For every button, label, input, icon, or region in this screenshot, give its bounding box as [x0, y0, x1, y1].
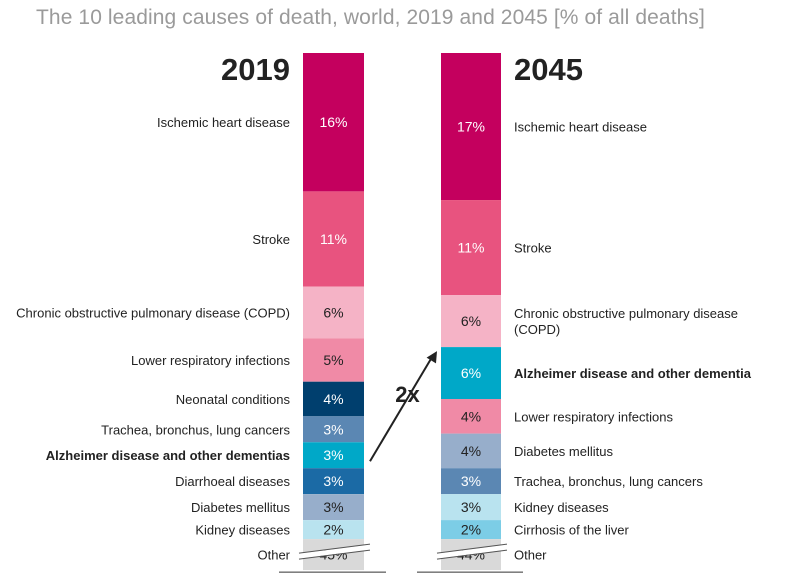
category-label-2019-diarrhoeal-diseases: Diarrhoeal diseases	[175, 474, 290, 489]
bar-segment-2019-diabetes-mellitus	[303, 494, 364, 521]
value-label-2045-lower-respiratory-infections: 4%	[461, 408, 481, 424]
growth-arrow-head	[426, 351, 437, 364]
bar-segment-2019-diarrhoeal-diseases	[303, 468, 364, 495]
category-label-2019-other: Other	[257, 548, 290, 563]
value-label-2019-stroke: 11%	[320, 231, 347, 247]
value-label-2019-diarrhoeal-diseases: 3%	[323, 473, 343, 489]
category-label-2019-kidney-diseases: Kidney diseases	[195, 523, 290, 538]
category-label-2045-cirrhosis-of-the-liver: Cirrhosis of the liver	[514, 523, 630, 538]
value-label-2045-diabetes-mellitus: 4%	[461, 443, 481, 459]
value-label-2045-kidney-diseases: 3%	[461, 499, 481, 515]
category-label-2045-trachea-bronchus-lung-cancers: Trachea, bronchus, lung cancers	[514, 474, 703, 489]
category-label-2045-lower-respiratory-infections: Lower respiratory infections	[514, 409, 673, 424]
bar-segment-2045-trachea-bronchus-lung-cancers	[441, 468, 501, 495]
axis-break-line-2019	[298, 549, 371, 560]
value-label-2045-cirrhosis-of-the-liver: 2%	[461, 522, 481, 538]
bar-segment-2045-cirrhosis-of-the-liver	[441, 520, 501, 540]
bar-segment-2045-alzheimer-disease-and-other-dementia	[441, 347, 501, 399]
bar-segment-2045-kidney-diseases	[441, 494, 501, 521]
category-label-2019-alzheimer-disease-and-other-dementias: Alzheimer disease and other dementias	[46, 448, 290, 463]
axis-break-line-2045	[436, 549, 508, 560]
category-label-2019-ischemic-heart-disease: Ischemic heart disease	[157, 115, 290, 130]
value-label-2045-alzheimer-disease-and-other-dementia: 6%	[461, 365, 481, 381]
bar-segment-2019-lower-respiratory-infections	[303, 338, 364, 382]
value-label-2019-lower-respiratory-infections: 5%	[323, 352, 343, 368]
bar-segment-2045-diabetes-mellitus	[441, 433, 501, 469]
bar-segment-2019-trachea-bronchus-lung-cancers	[303, 416, 364, 443]
value-label-2045-chronic-obstructive-pulmonary-disease-copd: 6%	[461, 313, 481, 329]
value-label-2019-kidney-diseases: 2%	[323, 522, 343, 538]
bar-segment-2045-chronic-obstructive-pulmonary-disease-copd	[441, 295, 501, 348]
category-label-2019-chronic-obstructive-pulmonary-disease-copd: Chronic obstructive pulmonary disease (C…	[16, 306, 290, 321]
value-label-2045-ischemic-heart-disease: 17%	[457, 119, 485, 135]
category-label-2019-lower-respiratory-infections: Lower respiratory infections	[131, 353, 290, 368]
bar-segment-2019-neonatal-conditions	[303, 381, 364, 417]
year-label-2045: 2045	[514, 52, 583, 87]
value-label-2045-trachea-bronchus-lung-cancers: 3%	[461, 473, 481, 489]
year-label-2019: 2019	[221, 52, 290, 87]
bar-segment-2019-stroke	[303, 191, 364, 287]
category-label-2019-trachea-bronchus-lung-cancers: Trachea, bronchus, lung cancers	[101, 422, 290, 437]
category-label-2045-ischemic-heart-disease: Ischemic heart disease	[514, 120, 647, 135]
category-label-2019-diabetes-mellitus: Diabetes mellitus	[191, 500, 290, 515]
bar-segment-2019-kidney-diseases	[303, 520, 364, 540]
category-label-2045-other: Other	[514, 548, 547, 563]
bar-segment-2045-ischemic-heart-disease	[441, 53, 501, 201]
growth-multiplier-label: 2x	[395, 382, 420, 407]
category-label-2045-stroke: Stroke	[514, 241, 552, 256]
value-label-2019-neonatal-conditions: 4%	[323, 391, 343, 407]
value-label-2019-alzheimer-disease-and-other-dementias: 3%	[323, 447, 343, 463]
bar-segment-2019-chronic-obstructive-pulmonary-disease-copd	[303, 286, 364, 339]
bar-segment-2019-alzheimer-disease-and-other-dementias	[303, 442, 364, 469]
axis-break-2019	[298, 544, 371, 559]
growth-arrow	[369, 356, 433, 462]
axis-break-line-2045	[436, 543, 508, 554]
value-label-2019-diabetes-mellitus: 3%	[323, 499, 343, 515]
value-label-2019-trachea-bronchus-lung-cancers: 3%	[323, 421, 343, 437]
category-label-2045-diabetes-mellitus: Diabetes mellitus	[514, 444, 613, 459]
bar-segment-2019-ischemic-heart-disease	[303, 53, 364, 192]
value-label-2019-chronic-obstructive-pulmonary-disease-copd: 6%	[323, 305, 343, 321]
axis-break-line-2019	[298, 543, 371, 554]
category-label-2019-stroke: Stroke	[252, 232, 290, 247]
axis-break-2045	[436, 544, 508, 559]
category-label-2045-kidney-diseases: Kidney diseases	[514, 500, 609, 515]
value-label-2019-ischemic-heart-disease: 16%	[319, 114, 347, 130]
value-label-2045-stroke: 11%	[458, 240, 485, 256]
category-label-2045-alzheimer-disease-and-other-dementia: Alzheimer disease and other dementia	[514, 366, 752, 381]
bar-segment-2045-stroke	[441, 200, 501, 296]
chart-title: The 10 leading causes of death, world, 2…	[36, 6, 705, 29]
category-label-2019-neonatal-conditions: Neonatal conditions	[176, 392, 291, 407]
bar-segment-2045-lower-respiratory-infections	[441, 399, 501, 434]
category-label-2045-chronic-obstructive-pulmonary-disease-copd: Chronic obstructive pulmonary disease (CO…	[514, 306, 738, 337]
